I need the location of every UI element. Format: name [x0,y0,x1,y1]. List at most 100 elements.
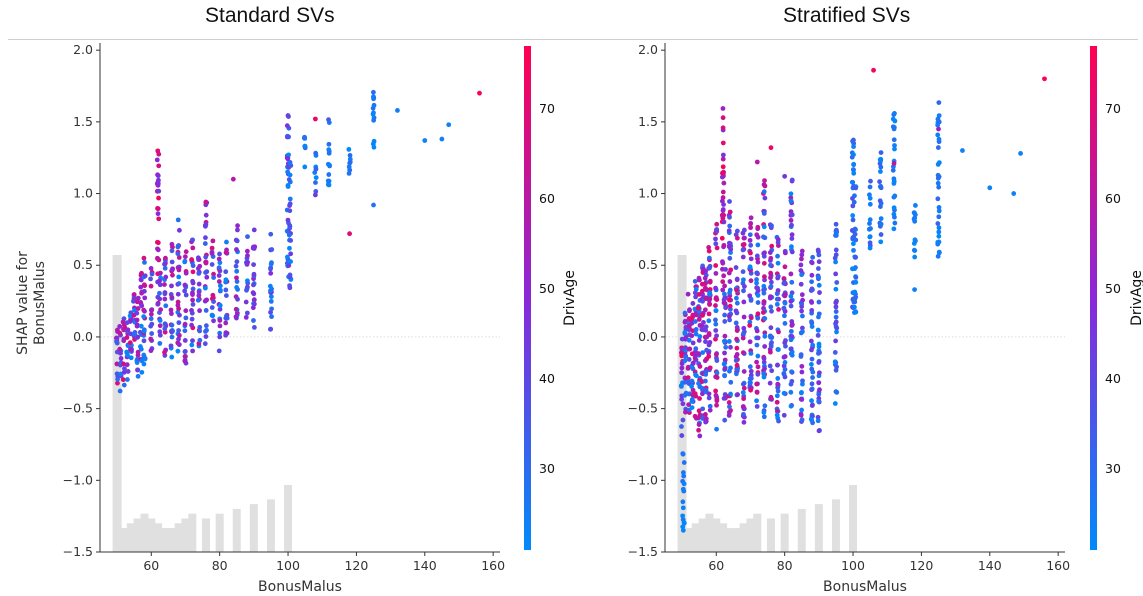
data-point [162,350,167,355]
data-point [936,205,942,210]
data-point [697,334,703,339]
data-point [157,332,163,338]
x-tick-label: 100 [841,558,865,573]
data-point [176,320,182,326]
data-point [117,388,123,394]
data-point [912,203,918,208]
data-point [209,305,215,310]
data-point [936,229,942,235]
data-point [139,303,145,309]
data-point [723,344,729,350]
data-point [727,317,733,323]
data-point [134,317,140,323]
data-point [696,275,702,281]
data-point [798,268,804,273]
histogram-bar [126,523,135,552]
data-point [816,311,822,317]
data-point [912,210,917,216]
data-point [733,358,739,363]
data-point [755,242,761,248]
data-point [149,271,155,277]
data-point [157,278,162,284]
data-point [721,396,727,401]
data-point [696,351,702,357]
data-point [124,335,130,340]
data-point [183,270,189,276]
data-point [189,322,194,328]
data-point [868,178,873,184]
histogram-bar [160,528,169,552]
data-point [742,284,747,289]
data-point [851,170,857,176]
data-point [748,221,753,227]
data-point [783,343,788,349]
data-point [169,283,174,289]
data-point [223,332,229,338]
data-point [346,164,352,170]
data-point [761,359,767,365]
data-point [190,292,195,297]
histogram-bar [705,513,714,552]
data-point [775,388,781,394]
data-point [762,330,768,336]
data-point [809,361,814,367]
data-point [190,263,196,269]
data-point [313,189,319,194]
colorbar-tick-label: 60 [1105,191,1121,206]
data-point [747,380,753,385]
data-point [891,125,897,130]
data-point [768,304,774,310]
data-point [139,369,145,375]
data-point [734,300,740,306]
data-point [748,250,753,256]
data-point [155,256,160,262]
data-point [713,236,718,242]
data-point [747,364,753,370]
data-point [755,300,761,305]
data-point [748,242,754,248]
data-point [936,100,942,105]
data-point [689,384,695,389]
data-point [135,306,141,311]
data-point [176,328,181,333]
data-point [686,357,692,362]
data-point [700,406,706,412]
data-point [833,247,839,253]
data-point [223,250,229,256]
histogram-bar [725,528,734,552]
data-point [878,232,884,237]
data-point [798,352,804,357]
data-point [250,305,256,311]
data-point [727,209,733,215]
data-point [782,248,788,254]
data-point [313,180,318,185]
data-point [118,356,124,361]
data-point [693,393,699,399]
title-divider [8,39,1138,40]
histogram-bar [753,513,762,552]
data-point [706,350,712,356]
data-point [204,297,210,303]
histogram-bar [831,499,840,552]
data-point [680,401,686,407]
data-point [768,262,773,268]
data-point [713,392,719,398]
data-point [706,311,712,317]
data-point [853,309,859,315]
data-point [707,403,713,409]
data-point [810,254,816,260]
data-point [774,393,780,399]
data-point [326,147,332,153]
data-point [788,346,794,352]
x-tick-label: 100 [276,558,300,573]
data-point [395,107,400,113]
histogram-bar [797,508,806,552]
x-axis-label: BonusMalus [258,579,342,595]
data-point [833,314,839,320]
data-point [347,231,352,237]
data-point [935,253,941,259]
data-point [878,169,883,174]
data-point [727,214,732,220]
data-point [326,150,332,156]
data-point [809,398,814,404]
